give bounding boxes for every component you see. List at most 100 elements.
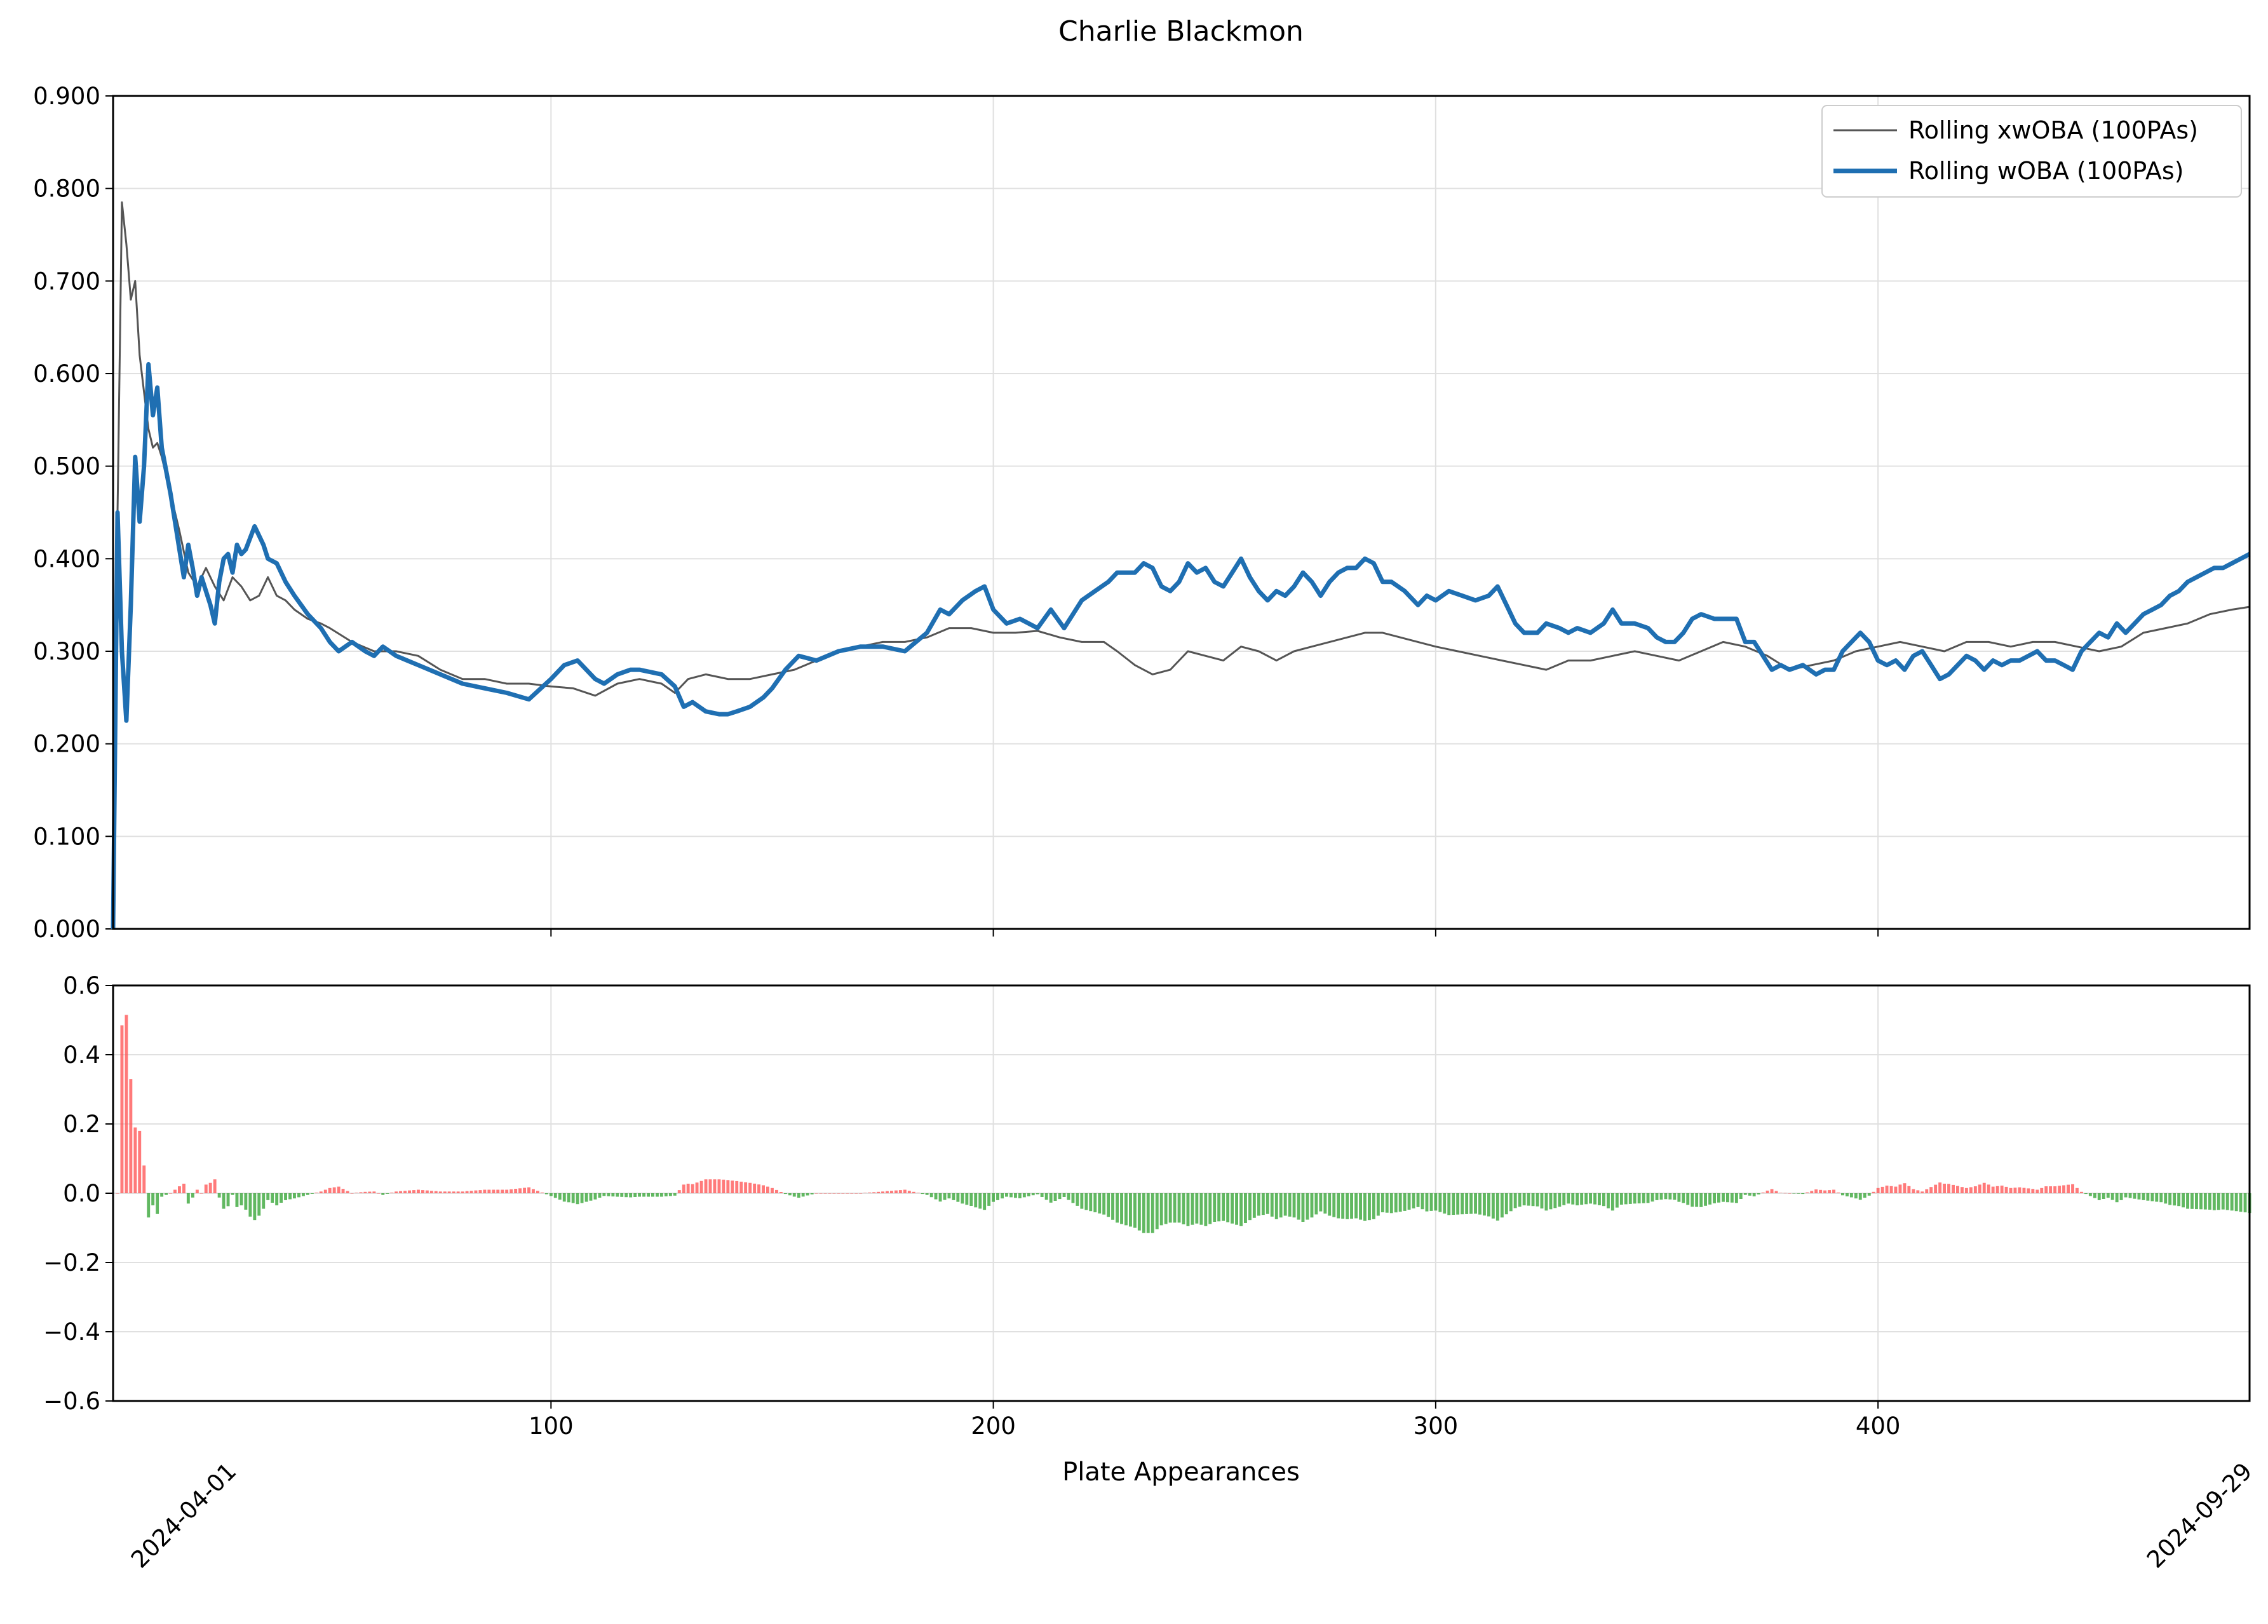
difference-bar (1429, 1193, 1433, 1211)
difference-bar (1443, 1193, 1447, 1214)
difference-bar (726, 1180, 730, 1193)
difference-bar (713, 1179, 717, 1193)
difference-bar (1739, 1193, 1743, 1199)
difference-bar (2110, 1193, 2114, 1200)
difference-bar (2243, 1193, 2247, 1213)
difference-bar (487, 1189, 491, 1193)
difference-bar (1828, 1190, 1831, 1193)
difference-bar (496, 1189, 500, 1193)
difference-bar (386, 1193, 389, 1194)
difference-bar (814, 1193, 818, 1194)
difference-bar (1522, 1193, 1526, 1206)
difference-bar (217, 1193, 221, 1198)
difference-bar (837, 1193, 840, 1194)
difference-bar (1416, 1193, 1420, 1207)
bottom-panel: 0.6 0.4 0.2 0.0 −0.2 −0.4 −0.6 100 200 300 400 Pl… (43, 972, 2257, 1573)
difference-bar (434, 1191, 438, 1193)
difference-bar (1058, 1193, 1062, 1200)
difference-bar (1695, 1193, 1699, 1207)
x-tick-label: 200 (971, 1412, 1016, 1440)
difference-bar (505, 1189, 509, 1193)
difference-bar (226, 1193, 230, 1207)
difference-bar (2062, 1185, 2065, 1193)
bottom-y-tick-label: 0.0 (63, 1180, 100, 1207)
difference-bar (1987, 1184, 1990, 1193)
difference-bar (1699, 1193, 1703, 1207)
difference-bar (1903, 1183, 1907, 1193)
difference-bar (753, 1183, 757, 1193)
difference-bar (1792, 1193, 1796, 1194)
x-axis-label: Plate Appearances (1062, 1458, 1300, 1487)
difference-bar (1500, 1193, 1504, 1218)
difference-bar (1929, 1187, 1933, 1193)
difference-bar (1743, 1193, 1747, 1195)
difference-bar (1173, 1193, 1177, 1223)
difference-bar (629, 1193, 633, 1198)
difference-bar (1783, 1193, 1787, 1194)
difference-bar (1571, 1193, 1575, 1205)
difference-bar (142, 1165, 146, 1193)
difference-bar (447, 1191, 451, 1193)
top-y-tick-label: 0.300 (33, 638, 100, 665)
difference-bar (898, 1190, 902, 1193)
difference-bar (682, 1184, 685, 1193)
difference-bar (651, 1193, 654, 1197)
difference-bar (1677, 1193, 1681, 1202)
difference-bar (1217, 1193, 1221, 1222)
difference-bar (1527, 1193, 1530, 1206)
difference-bar (1425, 1193, 1429, 1212)
difference-bar (1858, 1193, 1862, 1200)
difference-bar (797, 1193, 800, 1198)
difference-bar (2009, 1188, 2013, 1193)
difference-bar (1832, 1189, 1835, 1193)
difference-bar (1403, 1193, 1407, 1211)
difference-bar (2076, 1188, 2079, 1193)
difference-bar (2230, 1193, 2234, 1211)
difference-bar (1279, 1193, 1283, 1218)
difference-bar (1973, 1186, 1977, 1193)
difference-bar (1633, 1193, 1637, 1204)
difference-bar (2102, 1193, 2105, 1199)
difference-bar (2208, 1193, 2211, 1210)
difference-bar (779, 1192, 783, 1193)
difference-bar (1421, 1193, 1424, 1210)
difference-bar (1513, 1193, 1517, 1208)
difference-bar (116, 1193, 119, 1194)
difference-bar (1991, 1186, 1995, 1193)
difference-bar (2080, 1191, 2083, 1193)
difference-bar (1146, 1193, 1150, 1233)
difference-bar (1186, 1193, 1190, 1226)
difference-bar (1014, 1193, 1017, 1198)
difference-bar (593, 1193, 597, 1200)
difference-bar (1894, 1186, 1898, 1193)
difference-bar (1235, 1193, 1238, 1225)
difference-bar (1177, 1193, 1181, 1223)
difference-bar (1704, 1193, 1707, 1206)
difference-bar (691, 1184, 694, 1193)
difference-bar (638, 1193, 641, 1197)
difference-bar (607, 1193, 611, 1196)
difference-bar (1036, 1193, 1039, 1194)
difference-bar (465, 1191, 469, 1193)
difference-bar (877, 1191, 880, 1193)
top-panel: 0.000 0.100 0.200 0.300 0.400 0.500 0.600 0.700… (33, 83, 2251, 943)
difference-bar (1465, 1193, 1469, 1214)
difference-bar (1880, 1186, 1884, 1193)
difference-bar (2142, 1193, 2145, 1200)
difference-bar (1814, 1189, 1818, 1193)
difference-bar (1867, 1193, 1871, 1196)
difference-bar (2088, 1193, 2092, 1196)
difference-bar (859, 1193, 863, 1194)
difference-bar (536, 1191, 539, 1193)
difference-bar (886, 1191, 889, 1193)
difference-bar (2212, 1193, 2216, 1210)
difference-bar (2106, 1193, 2110, 1198)
difference-bar (208, 1182, 212, 1193)
xwoba-series-line (112, 201, 2250, 930)
difference-bar (125, 1015, 128, 1193)
difference-bar (1018, 1193, 1022, 1198)
difference-bar (1757, 1193, 1760, 1194)
difference-bar (1628, 1193, 1632, 1204)
difference-bar (2115, 1193, 2119, 1203)
difference-bar (1297, 1193, 1300, 1220)
